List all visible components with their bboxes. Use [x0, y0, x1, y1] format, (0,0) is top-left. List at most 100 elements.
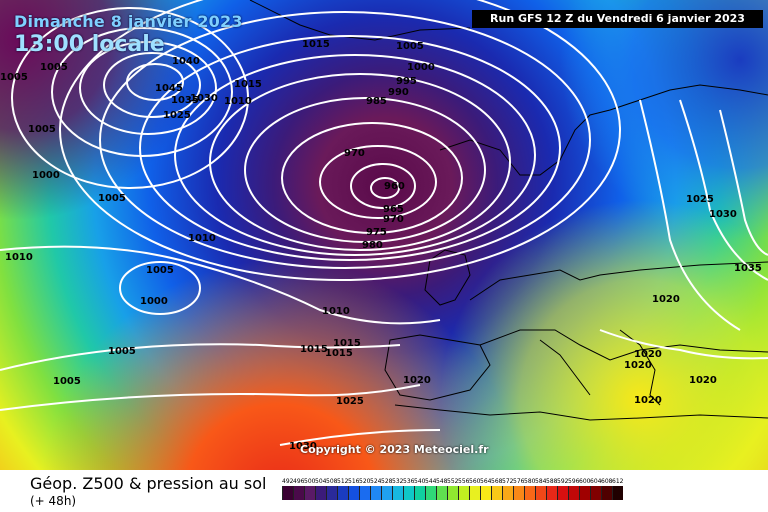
- isobar-1035: [79, 41, 217, 135]
- contour-label: 1000: [407, 62, 435, 73]
- isobar-990: [174, 54, 536, 256]
- color-scale-legend: 492 496 500 504 508 512 516 520 524 528 532 536 540 5…: [282, 478, 623, 500]
- isobar-1000: [99, 11, 591, 269]
- forecast-map: 1015 1005 1000 995 990 985 970 960 965 9…: [0, 0, 768, 470]
- forecast-lead-time: (+ 48h): [30, 494, 77, 508]
- contour-label: 975: [366, 227, 387, 238]
- legend-value: 592: [557, 478, 569, 485]
- forecast-date: Dimanche 8 janvier 2023: [14, 12, 243, 31]
- legend-swatch: [348, 486, 359, 500]
- isobar-960: [370, 177, 400, 199]
- legend-value: 588: [546, 478, 558, 485]
- isobar-1005: [59, 0, 621, 281]
- isobars: [0, 0, 768, 445]
- iberia-coast: [384, 334, 491, 401]
- contour-label: 1010: [322, 306, 350, 317]
- legend-value: 516: [348, 478, 360, 485]
- legend-value: 604: [590, 478, 602, 485]
- contour-label: 1015: [300, 344, 328, 355]
- legend-swatch: [403, 486, 414, 500]
- legend-value: 596: [568, 478, 580, 485]
- legend-swatch: [282, 486, 293, 500]
- copyright-notice: Copyright © 2023 Meteociel.fr: [300, 443, 489, 456]
- contour-label: 1000: [140, 296, 168, 307]
- isobar-1020-east: [639, 99, 741, 331]
- legend-swatch: [546, 486, 557, 500]
- legend-swatch: [502, 486, 513, 500]
- isobar-1020-southeast: [599, 329, 768, 360]
- legend-swatch: [326, 486, 337, 500]
- contour-label: 1020: [634, 395, 662, 406]
- contour-label: 1035: [734, 263, 762, 274]
- contour-label: 1030: [190, 93, 218, 104]
- contour-label: 1035: [171, 95, 199, 106]
- legend-value: 520: [359, 478, 371, 485]
- legend-labels: 492 496 500 504 508 512 516 520 524 528 532 536 540 5…: [282, 478, 623, 485]
- legend-value: 572: [502, 478, 514, 485]
- legend-swatch: [425, 486, 436, 500]
- legend-swatches: [282, 486, 623, 500]
- isobar-1025-south: [279, 429, 441, 446]
- contour-label: 970: [383, 214, 404, 225]
- legend-swatch: [601, 486, 612, 500]
- legend-value: 504: [315, 478, 327, 485]
- contour-label: 990: [388, 87, 409, 98]
- legend-value: 560: [469, 478, 481, 485]
- legend-swatch: [579, 486, 590, 500]
- legend-value: 568: [491, 478, 503, 485]
- contour-label: 1025: [686, 194, 714, 205]
- legend-value: 580: [524, 478, 536, 485]
- legend-value: 564: [480, 478, 492, 485]
- isobar-1010-south: [0, 245, 441, 325]
- contour-label: 1005: [98, 193, 126, 204]
- isobar-1000-small-low: [119, 261, 201, 315]
- legend-value: 576: [513, 478, 525, 485]
- isobar-1045: [126, 63, 184, 101]
- contour-label: 1045: [155, 83, 183, 94]
- legend-value: 500: [304, 478, 316, 485]
- contour-label: 985: [366, 96, 387, 107]
- contour-label: 1025: [336, 396, 364, 407]
- contour-label: 1015: [325, 348, 353, 359]
- legend-swatch: [304, 486, 315, 500]
- contour-label: 995: [396, 76, 417, 87]
- italy-coast: [539, 339, 591, 396]
- contour-label: 1020: [689, 375, 717, 386]
- contour-label: 1010: [188, 233, 216, 244]
- legend-value: 544: [425, 478, 437, 485]
- legend-value: 584: [535, 478, 547, 485]
- map-title: Géop. Z500 & pression au sol: [30, 474, 267, 493]
- legend-swatch: [458, 486, 469, 500]
- legend-value: 552: [447, 478, 459, 485]
- contour-label: 1025: [163, 110, 191, 121]
- isobar-965: [350, 163, 416, 209]
- footer-bar: Géop. Z500 & pression au sol (+ 48h) 492…: [0, 470, 768, 512]
- legend-swatch: [557, 486, 568, 500]
- legend-swatch: [524, 486, 535, 500]
- mediterranean-north-coast: [479, 329, 768, 361]
- legend-swatch: [535, 486, 546, 500]
- british-isles-coast: [424, 249, 471, 306]
- legend-value: 492: [282, 478, 294, 485]
- north-africa-coast: [394, 404, 768, 421]
- contour-label: 1015: [234, 79, 262, 90]
- isobar-1015-south: [0, 343, 401, 371]
- contour-label: 1040: [172, 56, 200, 67]
- contour-label: 1015: [302, 39, 330, 50]
- contour-label: 1020: [403, 375, 431, 386]
- legend-swatch: [612, 486, 623, 500]
- contour-label: 1005: [40, 62, 68, 73]
- legend-swatch: [491, 486, 502, 500]
- legend-swatch: [414, 486, 425, 500]
- contour-label: 1010: [5, 252, 33, 263]
- coastlines: [249, 0, 768, 421]
- legend-value: 512: [337, 478, 349, 485]
- contour-label: 960: [384, 181, 405, 192]
- contour-label: 1005: [53, 376, 81, 387]
- isobar-975: [281, 122, 463, 234]
- legend-value: 528: [381, 478, 393, 485]
- isobar-970: [319, 145, 437, 219]
- contour-label: 1020: [634, 349, 662, 360]
- contour-label: 1005: [146, 265, 174, 276]
- legend-value: 608: [601, 478, 613, 485]
